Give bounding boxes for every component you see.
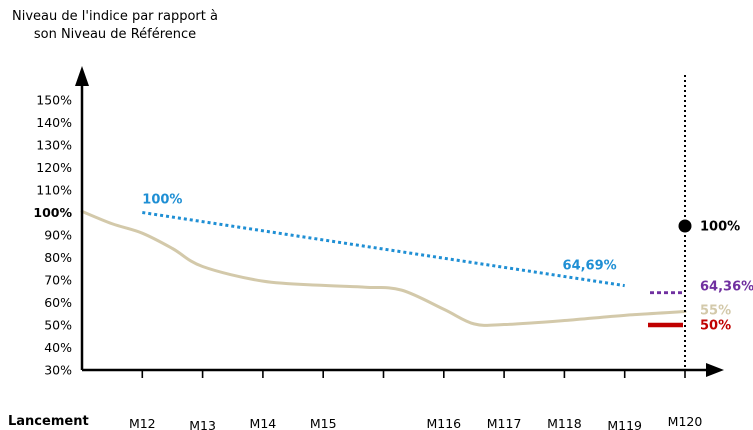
y-tick-label: 110% (36, 183, 72, 198)
annotation-end_6469: 64,69% (563, 259, 617, 274)
marker-dot (678, 219, 692, 233)
x-tick-label: M14 (250, 416, 277, 430)
y-tick-label: 90% (44, 228, 72, 243)
y-tick-label: 80% (44, 250, 72, 265)
index-curve (80, 209, 687, 327)
x-tick-label: M118 (547, 416, 582, 430)
y-tick-label: 40% (44, 340, 72, 355)
marker-label-autocall: 100% (700, 220, 740, 235)
y-tick-label: 140% (36, 115, 72, 130)
y-tick-label: 130% (36, 138, 72, 153)
x-tick-label: M120 (668, 414, 703, 429)
x-tick-label: M117 (487, 416, 522, 430)
y-axis-title: Niveau de l'indice par rapport à son Niv… (12, 9, 218, 42)
marker-label-barrier: 50% (700, 319, 731, 334)
x-tick-label: M13 (189, 418, 216, 430)
x-tick-label: M15 (310, 416, 337, 430)
marker-label-final: 55% (700, 304, 731, 319)
y-tick-label: 60% (44, 295, 72, 310)
x-tick-label: M12 (129, 416, 156, 430)
y-tick-label: 100% (33, 205, 72, 220)
x-axis-arrow (706, 363, 724, 377)
trend-line-dotted (142, 211, 625, 288)
y-tick-label: 50% (44, 318, 72, 333)
y-tick-label: 120% (36, 160, 72, 175)
annotation-start_100: 100% (142, 193, 182, 208)
y-tick-label: 150% (36, 93, 72, 108)
x-start-label: Lancement (8, 414, 89, 429)
y-tick-label: 30% (44, 363, 72, 378)
x-tick-label: M119 (607, 418, 642, 430)
y-tick-label: 70% (44, 273, 72, 288)
marker-label-coupon: 64,36% (700, 280, 753, 295)
x-tick-label: M116 (426, 416, 461, 430)
y-axis-arrow (75, 66, 89, 86)
